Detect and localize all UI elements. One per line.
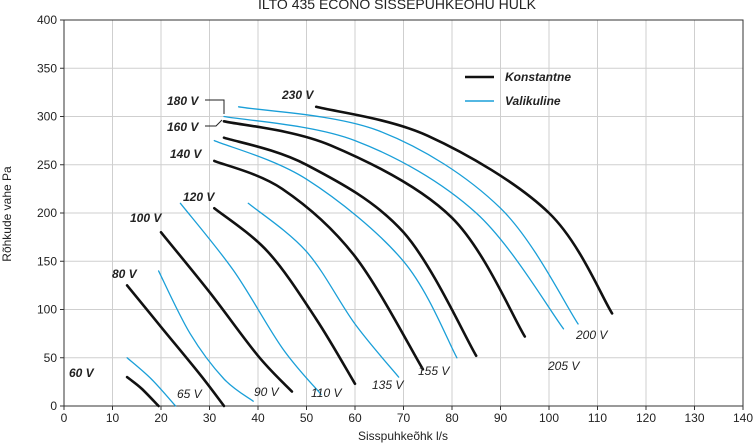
series-line-155v: [213, 139, 458, 359]
x-tick-label: 0: [61, 411, 68, 425]
x-tick-label: 140: [733, 411, 753, 425]
plot-area: [63, 19, 744, 407]
series-line-205v: [237, 106, 579, 325]
series-line-140v: [213, 159, 425, 371]
series-line-120v: [213, 206, 357, 386]
label-140v: 140 V: [170, 147, 202, 161]
curve-labels: 60 V 80 V 100 V 120 V 140 V 160 V 180 V …: [69, 88, 608, 401]
y-tick-label: 100: [37, 303, 57, 317]
label-120v: 120 V: [183, 190, 215, 204]
x-tick-label: 10: [106, 411, 120, 425]
leader-160v: [205, 119, 223, 127]
label-180v: 180 V: [167, 94, 199, 108]
label-230v: 230 V: [281, 88, 314, 102]
y-tick-label: 350: [37, 61, 57, 75]
y-tick-label: 200: [37, 206, 57, 220]
series-line-80v: [125, 284, 226, 408]
label-200v: 200 V: [575, 328, 608, 342]
x-tick-label: 60: [348, 411, 362, 425]
label-155v: 155 V: [418, 364, 450, 378]
x-tick-label: 100: [539, 411, 559, 425]
y-tick-label: 300: [37, 110, 57, 124]
legend-label-valikuline: Valikuline: [505, 94, 561, 108]
legend-label-konstantne: Konstantne: [505, 70, 571, 84]
series-line-60v: [125, 375, 160, 408]
series-line-135v: [247, 202, 400, 378]
y-tick-label: 250: [37, 158, 57, 172]
x-tick-label: 20: [154, 411, 168, 425]
x-tick-label: 70: [397, 411, 411, 425]
series-line-100v: [159, 231, 294, 393]
label-205v: 205 V: [547, 359, 580, 373]
chart-title: ILTO 435 ECONO SISSEPUHKEOHU HULK: [258, 0, 537, 12]
x-tick-label: 50: [300, 411, 314, 425]
label-110v: 110 V: [311, 386, 342, 400]
series-line-180v: [222, 120, 527, 338]
series-line-200v: [223, 115, 565, 330]
leader-180v: [205, 99, 225, 114]
x-tick-label: 90: [494, 411, 508, 425]
label-65v: 65 V: [177, 387, 203, 401]
series-lines: [125, 105, 614, 408]
y-tick-label: 150: [37, 254, 57, 268]
label-leader-lines: [205, 99, 225, 127]
legend: Konstantne Valikuline: [465, 70, 571, 108]
x-tick-label: 110: [588, 411, 607, 425]
series-line-90v: [157, 270, 254, 402]
series-line-65v: [126, 357, 177, 407]
y-tick-label: 50: [44, 351, 58, 365]
label-160v: 160 V: [167, 120, 199, 134]
tick-labels: 0 10 20 30 40 50 60 70 80 90 100 110 120 130 140 0 50 100…: [37, 13, 753, 425]
y-axis-title: Rõhkude vahe Pa: [0, 166, 14, 262]
x-axis-title: Sisspuhkeõhk l/s: [358, 429, 448, 443]
series-line-160v: [222, 136, 478, 358]
label-80v: 80 V: [112, 267, 138, 281]
x-tick-label: 80: [445, 411, 459, 425]
y-tick-label: 0: [50, 399, 57, 413]
label-90v: 90 V: [254, 385, 280, 399]
x-tick-label: 40: [251, 411, 265, 425]
series-line-230v: [314, 105, 614, 315]
x-tick-label: 130: [684, 411, 704, 425]
label-60v: 60 V: [69, 366, 95, 380]
label-135v: 135 V: [372, 378, 404, 392]
y-tick-label: 400: [37, 13, 57, 27]
x-tick-label: 30: [203, 411, 217, 425]
x-tick-label: 120: [636, 411, 656, 425]
label-100v: 100 V: [130, 211, 162, 225]
series-line-110v: [179, 202, 322, 396]
